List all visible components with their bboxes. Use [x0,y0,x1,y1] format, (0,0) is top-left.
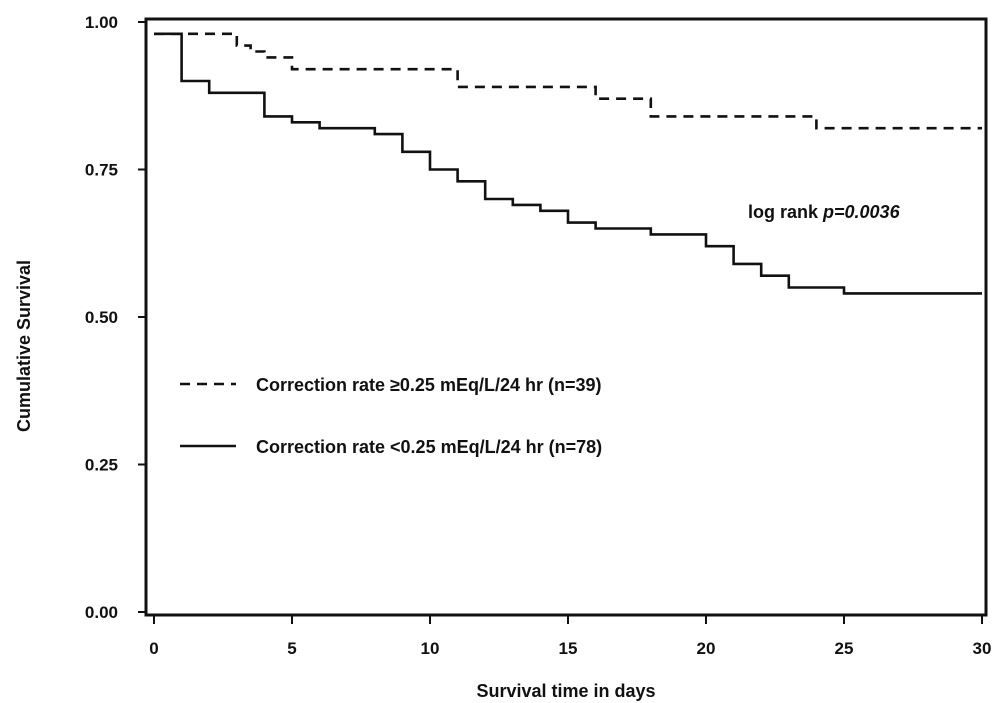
x-axis-title: Survival time in days [476,681,655,701]
x-tick-label: 15 [559,639,578,658]
x-tick-label: 30 [973,639,992,658]
x-tick-label: 5 [287,639,296,658]
x-tick-label: 0 [149,639,158,658]
x-tick-label: 10 [421,639,440,658]
series-layer [154,32,982,295]
legend-label-dashed: Correction rate ≥0.25 mEq/L/24 hr (n=39) [256,375,602,395]
series-line-solid [154,32,982,295]
log-rank-annotation: log rank p=0.0036 [748,202,901,222]
y-tick-label: 0.00 [85,603,118,622]
log-rank-prefix: log rank [748,202,823,222]
y-tick-label: 0.25 [85,456,118,475]
legend-label-solid: Correction rate <0.25 mEq/L/24 hr (n=78) [256,437,602,457]
y-axis-title: Cumulative Survival [14,260,34,432]
plot-frame [144,17,988,617]
y-axis: 0.00 0.25 0.50 0.75 1.00 [85,13,146,622]
x-tick-label: 20 [697,639,716,658]
legend: Correction rate ≥0.25 mEq/L/24 hr (n=39)… [180,375,602,457]
y-tick-label: 0.75 [85,161,118,180]
series-line-dashed [154,32,982,130]
x-tick-label: 25 [835,639,854,658]
y-tick-label: 1.00 [85,13,118,32]
log-rank-p-value: p=0.0036 [822,202,901,222]
y-tick-label: 0.50 [85,308,118,327]
x-axis: 0 5 10 15 20 25 30 [149,615,991,658]
